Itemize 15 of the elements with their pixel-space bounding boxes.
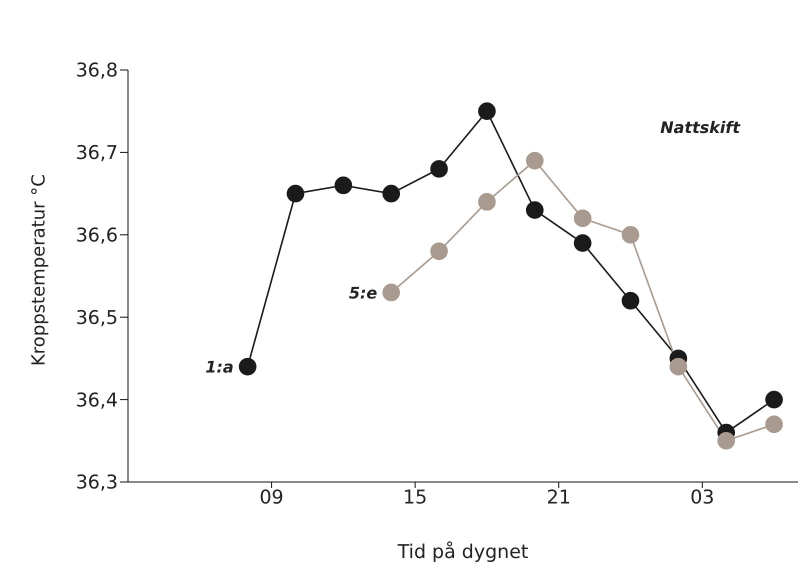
x-tick-label: 21 [546, 486, 571, 508]
x-tick-label: 15 [403, 486, 428, 508]
x-tick-label: 09 [259, 486, 284, 508]
series-label: 5:e [348, 283, 378, 302]
x-tick-label: 03 [690, 486, 714, 508]
y-tick-label: 36,4 [76, 389, 118, 412]
y-axis-title: Kroppstemperatur °C [28, 174, 50, 366]
y-tick-label: 36,3 [76, 472, 118, 494]
y-tick-label: 36,5 [76, 306, 118, 329]
annotation: Nattskift [660, 118, 740, 137]
x-axis-title: Tid på dygnet [396, 541, 528, 563]
series-label: 1:a [205, 358, 234, 377]
y-tick-label: 36,7 [76, 142, 118, 164]
y-tick-label: 36,6 [76, 224, 118, 247]
y-tick-label: 36,8 [76, 60, 118, 82]
